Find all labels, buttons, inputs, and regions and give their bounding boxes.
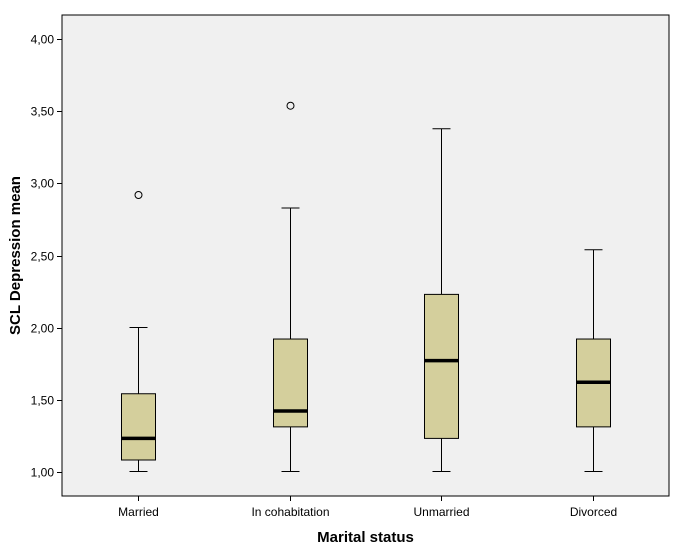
y-tick-label: 2,00 <box>31 322 55 336</box>
y-tick-label: 2,50 <box>31 250 55 264</box>
y-tick-label: 1,50 <box>31 394 55 408</box>
box-divorced <box>576 249 611 473</box>
box-series <box>121 101 611 473</box>
y-axis-title: SCL Depression mean <box>7 176 24 335</box>
x-axis: Married In cohabitation Unmarried Divorced <box>118 496 617 519</box>
y-tick-label: 1,00 <box>31 466 55 480</box>
outlier-point <box>134 191 143 200</box>
x-tick-label: In cohabitation <box>251 505 329 519</box>
box-iqr <box>424 293 459 439</box>
box-married <box>121 191 156 473</box>
box-in-cohabitation <box>273 101 308 473</box>
y-tick-label: 3,00 <box>31 177 55 191</box>
box-iqr <box>121 393 156 461</box>
x-axis-title: Marital status <box>317 529 414 546</box>
box-iqr <box>273 338 308 428</box>
x-tick-label: Unmarried <box>413 505 469 519</box>
x-tick-label: Married <box>118 505 159 519</box>
outlier-point <box>286 101 295 110</box>
box-unmarried <box>424 128 459 473</box>
y-tick-label: 3,50 <box>31 105 55 119</box>
y-tick-label: 4,00 <box>31 33 55 47</box>
plot-area <box>61 14 670 497</box>
y-axis: 1,00 1,50 2,00 2,50 3,00 3,50 4,00 <box>31 33 62 480</box>
x-tick-label: Divorced <box>570 505 617 519</box>
